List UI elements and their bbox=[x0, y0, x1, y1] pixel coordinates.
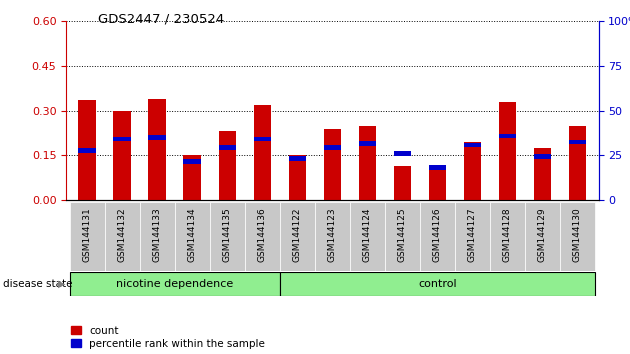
Bar bbox=[140, 202, 175, 271]
Bar bbox=[428, 165, 446, 170]
Text: nicotine dependence: nicotine dependence bbox=[116, 279, 233, 289]
Bar bbox=[324, 129, 341, 200]
Bar bbox=[105, 202, 140, 271]
Text: GDS2447 / 230524: GDS2447 / 230524 bbox=[98, 12, 224, 25]
Bar bbox=[560, 202, 595, 271]
Text: GSM144134: GSM144134 bbox=[188, 207, 197, 262]
Bar bbox=[534, 148, 551, 200]
Legend: count, percentile rank within the sample: count, percentile rank within the sample bbox=[71, 326, 265, 349]
Bar bbox=[78, 100, 96, 200]
Text: GSM144123: GSM144123 bbox=[328, 207, 337, 262]
Bar bbox=[70, 202, 105, 271]
Bar bbox=[183, 155, 201, 200]
Bar bbox=[420, 202, 455, 271]
Bar bbox=[534, 154, 551, 159]
Bar bbox=[315, 202, 350, 271]
Text: GSM144122: GSM144122 bbox=[293, 207, 302, 262]
Bar bbox=[394, 166, 411, 200]
Bar bbox=[385, 202, 420, 271]
Text: GSM144133: GSM144133 bbox=[152, 207, 162, 262]
Bar bbox=[499, 133, 516, 138]
Bar bbox=[464, 143, 481, 147]
Bar bbox=[149, 99, 166, 200]
Text: ▶: ▶ bbox=[58, 279, 66, 289]
Bar bbox=[175, 202, 210, 271]
Bar bbox=[350, 202, 385, 271]
Bar bbox=[394, 152, 411, 156]
Bar bbox=[245, 202, 280, 271]
Bar bbox=[183, 159, 201, 164]
Text: disease state: disease state bbox=[3, 279, 72, 289]
Text: GSM144135: GSM144135 bbox=[223, 207, 232, 262]
Bar bbox=[219, 131, 236, 200]
Bar bbox=[219, 145, 236, 150]
Bar bbox=[280, 272, 595, 296]
Bar bbox=[210, 202, 245, 271]
Bar bbox=[113, 110, 131, 200]
Bar bbox=[70, 272, 280, 296]
Text: GSM144129: GSM144129 bbox=[538, 207, 547, 262]
Text: GSM144127: GSM144127 bbox=[468, 207, 477, 262]
Bar bbox=[490, 202, 525, 271]
Bar bbox=[324, 145, 341, 150]
Bar bbox=[358, 141, 376, 146]
Bar bbox=[113, 137, 131, 141]
Bar bbox=[149, 135, 166, 140]
Bar bbox=[78, 148, 96, 153]
Text: GSM144128: GSM144128 bbox=[503, 207, 512, 262]
Text: GSM144130: GSM144130 bbox=[573, 207, 582, 262]
Bar bbox=[455, 202, 490, 271]
Bar bbox=[428, 169, 446, 200]
Bar bbox=[464, 142, 481, 200]
Bar bbox=[569, 126, 587, 200]
Text: GSM144132: GSM144132 bbox=[118, 207, 127, 262]
Bar bbox=[289, 155, 306, 200]
Bar bbox=[499, 102, 516, 200]
Text: GSM144125: GSM144125 bbox=[398, 207, 407, 262]
Text: GSM144136: GSM144136 bbox=[258, 207, 266, 262]
Text: GSM144131: GSM144131 bbox=[83, 207, 91, 262]
Text: GSM144124: GSM144124 bbox=[363, 207, 372, 262]
Bar bbox=[358, 126, 376, 200]
Bar bbox=[253, 137, 271, 141]
Text: control: control bbox=[418, 279, 457, 289]
Bar bbox=[280, 202, 315, 271]
Bar bbox=[525, 202, 560, 271]
Bar bbox=[569, 139, 587, 144]
Bar bbox=[253, 105, 271, 200]
Text: GSM144126: GSM144126 bbox=[433, 207, 442, 262]
Bar bbox=[289, 156, 306, 161]
